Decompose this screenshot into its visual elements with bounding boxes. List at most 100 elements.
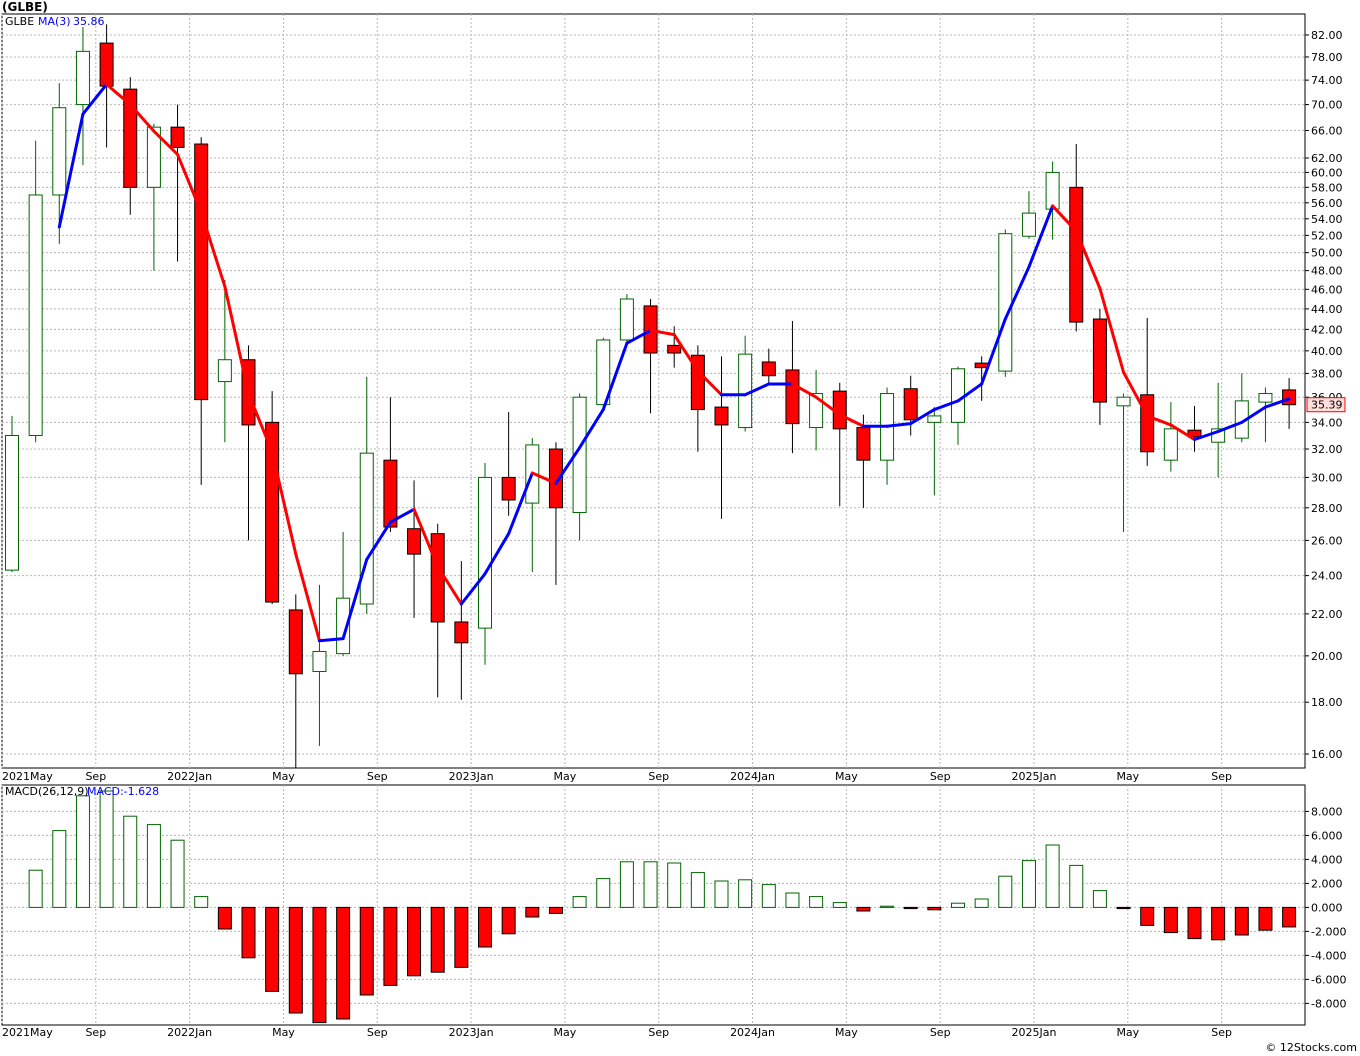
ma-segment xyxy=(176,152,203,214)
candle xyxy=(714,356,729,519)
macd-bar-negative xyxy=(1258,906,1273,931)
price-legend: GLBE MA(3) 35.86 xyxy=(5,15,105,28)
macd-x-tick-label: 2023Jan xyxy=(449,1026,494,1039)
candle-body-down xyxy=(1069,186,1084,323)
macd-x-tick-label: Sep xyxy=(1211,1026,1232,1039)
ma-segment xyxy=(649,328,676,337)
macd-x-tick-label: May xyxy=(272,1026,295,1039)
macd-bar-negative xyxy=(525,906,540,918)
price-y-tick-label: 58.00 xyxy=(1311,181,1343,194)
candle-body-down xyxy=(1140,394,1155,453)
macd-y-tick-label: 6.000 xyxy=(1311,829,1343,842)
candle-body-up xyxy=(217,359,232,383)
price-y-tick-label: 46.00 xyxy=(1311,283,1343,296)
candle-body-down xyxy=(974,362,989,369)
candle xyxy=(146,123,161,271)
macd-bar-positive xyxy=(951,902,965,908)
price-y-tick-label: 56.00 xyxy=(1311,197,1343,210)
ma-segment xyxy=(1145,414,1173,427)
ma-segment xyxy=(247,392,274,454)
last-price-marker: 35.39 xyxy=(1306,397,1346,413)
candle xyxy=(548,442,563,585)
candle xyxy=(501,412,516,516)
ma-segment xyxy=(270,450,298,556)
macd-y-tick-label: -8.000 xyxy=(1311,997,1346,1010)
candle-body-down xyxy=(99,42,114,87)
ma-segment xyxy=(128,103,156,133)
candle xyxy=(454,561,469,700)
ma-segment xyxy=(1027,204,1055,269)
price-y-tick-label: 50.00 xyxy=(1311,247,1343,260)
macd-bar-negative xyxy=(548,906,563,914)
macd-bar-positive xyxy=(123,815,138,908)
macd-x-tick-label: May xyxy=(835,1026,858,1039)
candle xyxy=(359,376,374,614)
candle-body-down xyxy=(1092,318,1107,403)
price-x-tick-label: May xyxy=(554,770,577,783)
macd-x-tick-label: Sep xyxy=(85,1026,106,1039)
macd-bar-positive xyxy=(52,830,67,908)
macd-y-tick-label: 8.000 xyxy=(1311,805,1343,818)
candle-body-down xyxy=(194,143,209,401)
macd-bar-negative xyxy=(241,906,256,959)
ma-segment xyxy=(814,395,842,417)
macd-y-tick-label: -2.000 xyxy=(1311,925,1346,938)
ma-segment xyxy=(57,112,85,229)
macd-bar-positive xyxy=(738,879,753,908)
macd-y-axis: 8.000 6.000 4.000 2.000 0.000 -2.000 -4.000 -6.… xyxy=(1305,805,1346,1010)
price-y-tick-label: 54.00 xyxy=(1311,213,1343,226)
price-x-tick-label: 2023Jan xyxy=(449,770,494,783)
macd-x-tick-label: 2024Jan xyxy=(730,1026,775,1039)
macd-y-tick-label: -6.000 xyxy=(1311,973,1346,986)
candle xyxy=(1258,387,1273,443)
macd-bar-negative xyxy=(1211,906,1226,941)
ma-segment xyxy=(672,333,700,373)
price-x-tick-label: May xyxy=(1116,770,1139,783)
price-x-tick-label: Sep xyxy=(1211,770,1232,783)
candle-body-down xyxy=(761,361,776,377)
price-y-tick-label: 44.00 xyxy=(1311,303,1343,316)
macd-bar-positive xyxy=(1069,864,1084,908)
macd-bar-negative xyxy=(454,906,469,968)
price-y-tick-label: 66.00 xyxy=(1311,124,1343,137)
macd-bar-negative xyxy=(336,906,351,1020)
candle-body-up xyxy=(52,107,67,196)
candle xyxy=(1187,405,1202,452)
price-y-tick-label: 52.00 xyxy=(1311,229,1343,242)
macd-y-tick-label: 0.000 xyxy=(1311,901,1343,914)
macd-x-tick-label: Sep xyxy=(930,1026,951,1039)
macd-bar-positive xyxy=(1092,890,1107,908)
macd-bar-positive xyxy=(880,905,895,908)
macd-bar-positive xyxy=(1021,860,1036,908)
candle xyxy=(738,335,753,432)
candle xyxy=(265,391,280,605)
candle xyxy=(572,393,587,541)
price-y-tick-label: 74.00 xyxy=(1311,74,1343,87)
macd-x-tick-label: May xyxy=(554,1026,577,1039)
candle xyxy=(5,415,19,572)
macd-bar-negative xyxy=(1234,906,1249,936)
candle-body-up xyxy=(146,126,161,188)
macd-bar-negative xyxy=(312,906,327,1024)
candle-body-down xyxy=(667,344,682,354)
macd-legend: MACD(26,12,9) MACD:-1.628 xyxy=(5,785,159,798)
candle-body-up xyxy=(809,393,824,429)
price-y-tick-label: 42.00 xyxy=(1311,323,1343,336)
macd-bar-positive xyxy=(998,875,1013,908)
ma-segment xyxy=(341,557,369,641)
candle xyxy=(832,382,847,507)
candle-body-up xyxy=(1163,428,1178,461)
ma-segment xyxy=(743,382,771,397)
candle xyxy=(1092,308,1107,425)
ma-segment xyxy=(436,565,463,606)
candle xyxy=(288,594,303,768)
macd-bar-positive xyxy=(1045,844,1060,908)
price-y-tick-label: 60.00 xyxy=(1311,166,1343,179)
macd-bar-positive xyxy=(785,892,800,908)
macd-x-tick-label: Sep xyxy=(367,1026,388,1039)
macd-bar-positive xyxy=(99,790,114,908)
macd-bar-positive xyxy=(596,878,611,908)
price-y-tick-label: 26.00 xyxy=(1311,534,1343,547)
candle-body-up xyxy=(312,650,327,673)
